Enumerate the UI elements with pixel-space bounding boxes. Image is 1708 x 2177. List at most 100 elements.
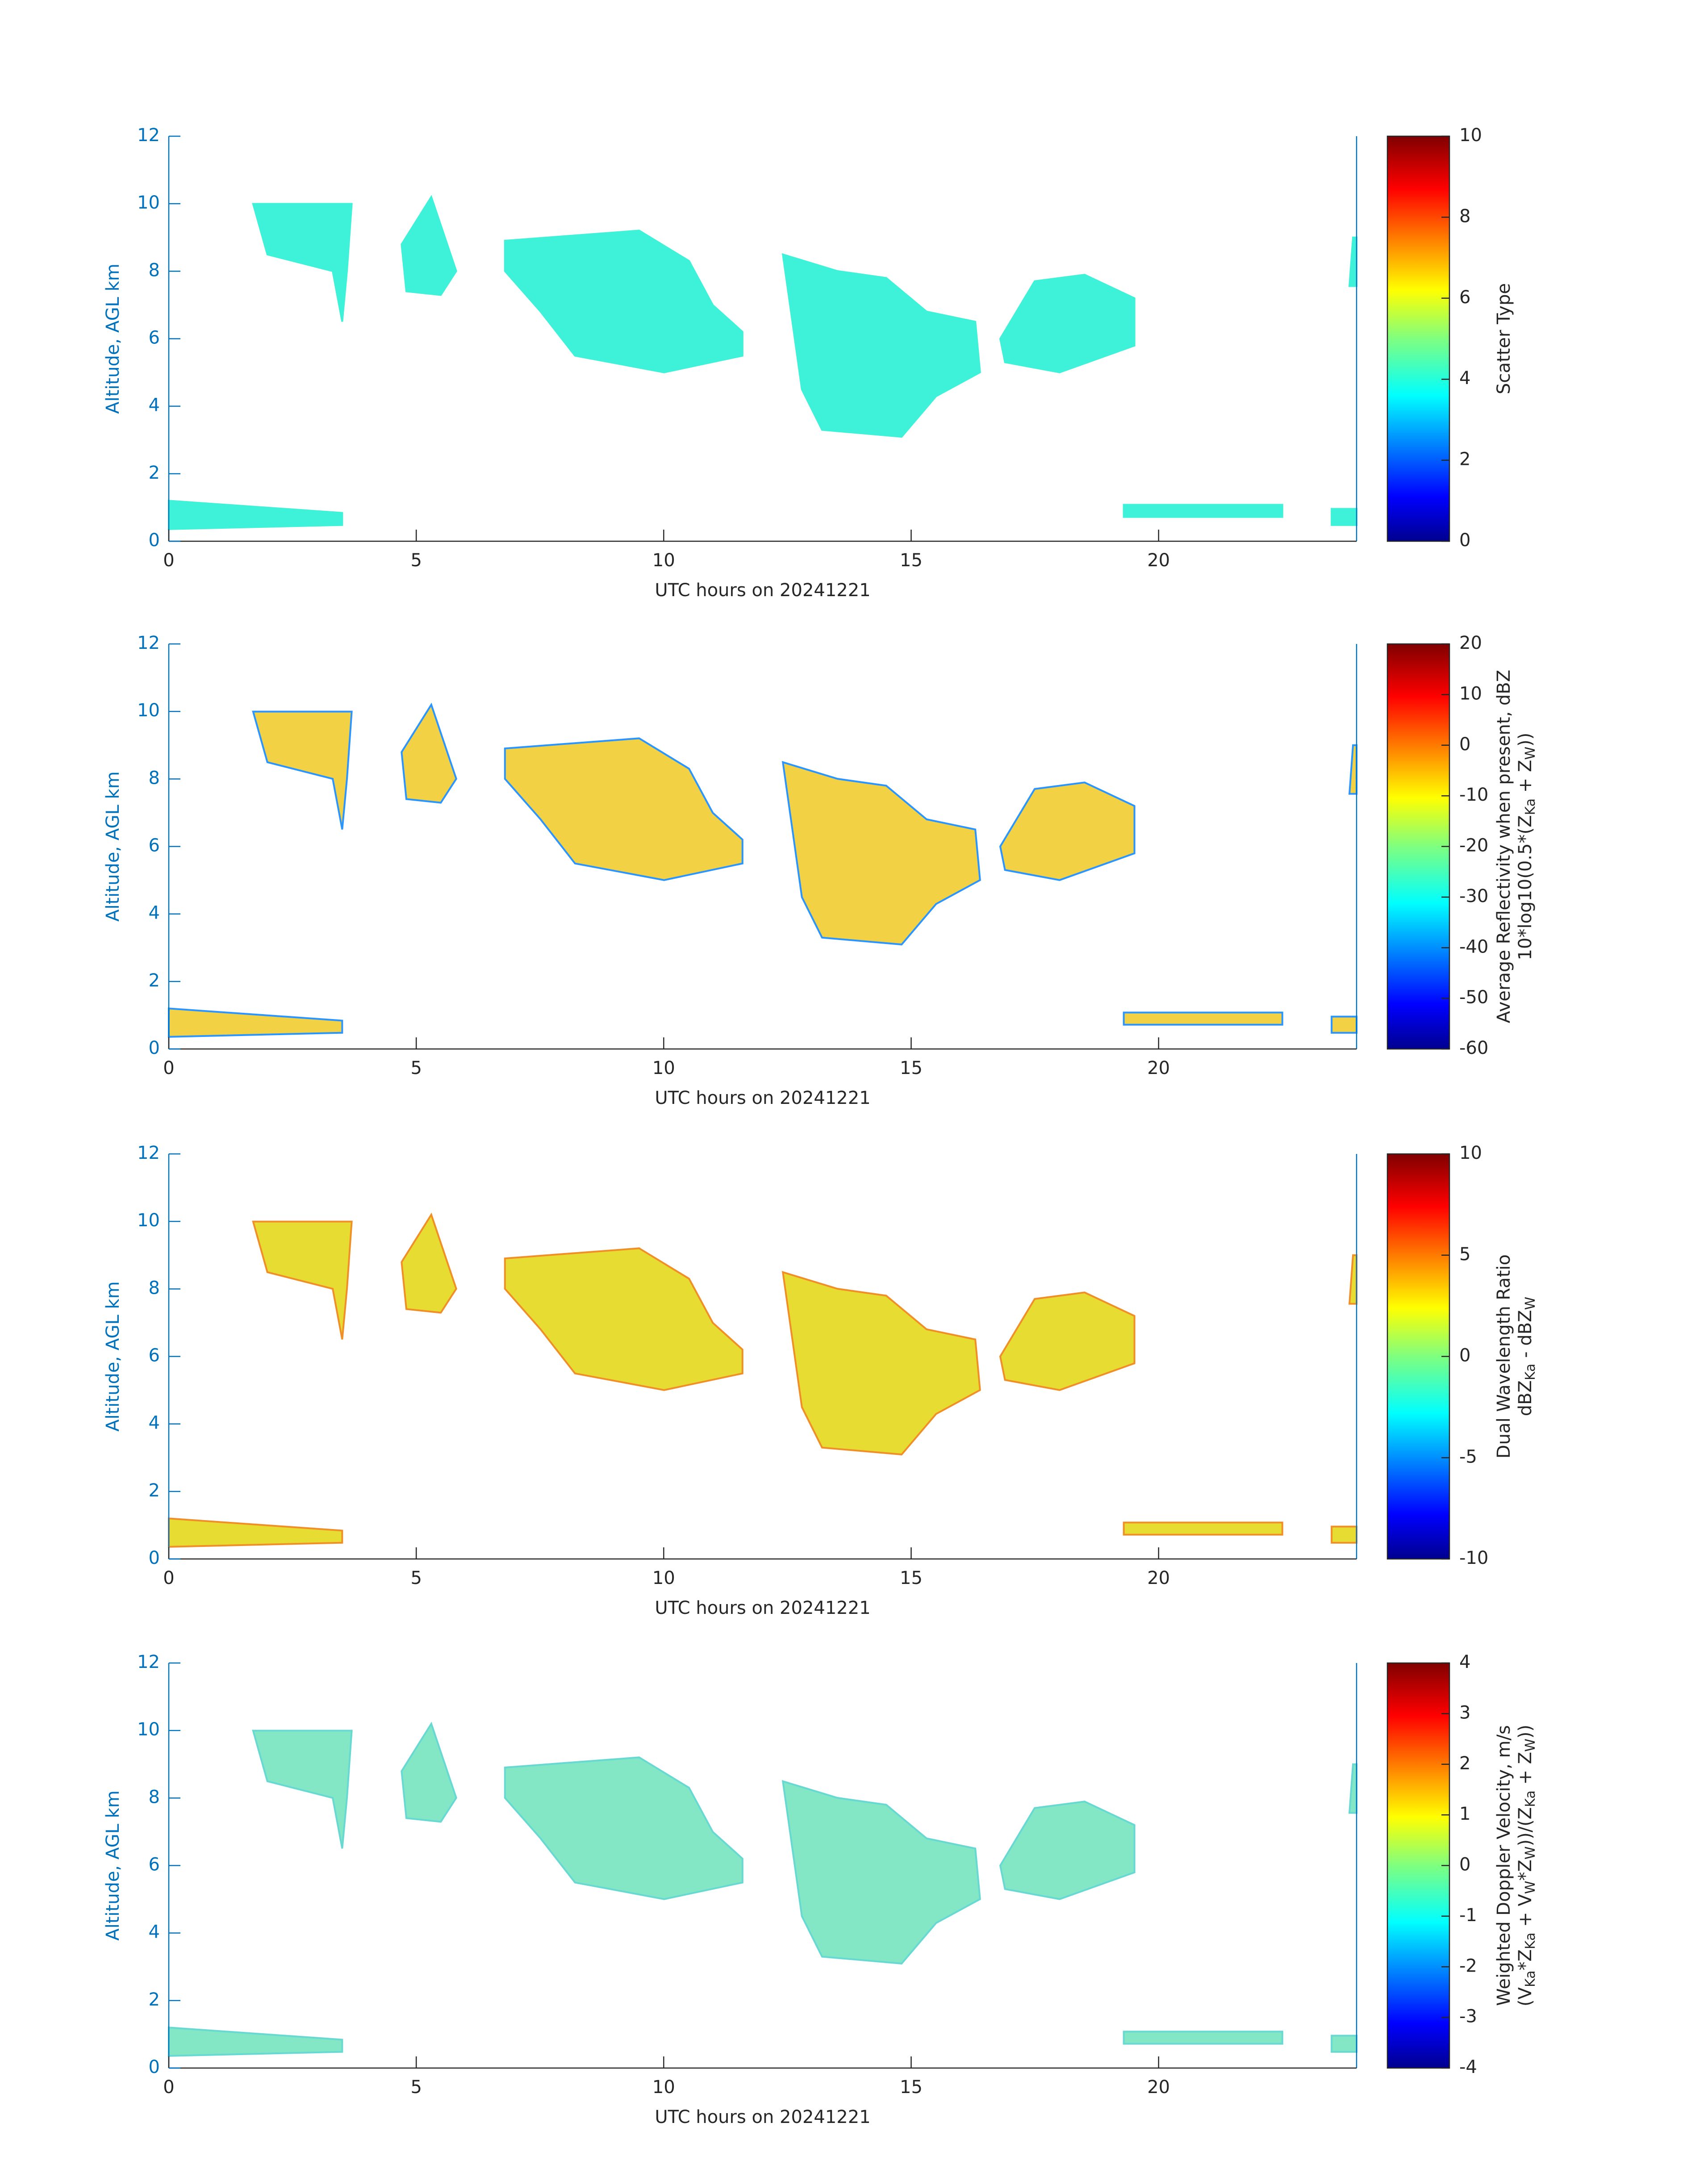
colorbar-tick-label: 20 (1459, 633, 1482, 653)
y-tick-label: 2 (149, 1989, 160, 2010)
colorbar-tick-label: 10 (1459, 1143, 1482, 1163)
colorbar (1386, 135, 1450, 542)
x-tick-label: 5 (410, 1568, 422, 1588)
colorbar-tick-label: -40 (1459, 936, 1488, 957)
cloud-region (1123, 2031, 1283, 2045)
x-tick-label: 0 (163, 2077, 174, 2098)
y-tick-label: 4 (149, 1413, 160, 1433)
y-tick-label: 2 (149, 463, 160, 483)
colorbar-tick-label: 8 (1459, 206, 1470, 226)
label-part: )) (1515, 733, 1536, 747)
y-tick-label: 10 (137, 700, 160, 721)
cloud-region (1123, 504, 1283, 518)
y-tick-label: 12 (137, 1652, 160, 1672)
label-subscript: Ka (1523, 1364, 1538, 1381)
colorbar-tick-label: 4 (1459, 368, 1470, 389)
colorbar-tick-label: -60 (1459, 1038, 1488, 1058)
cloud-region (1331, 2035, 1357, 2053)
cloud-region (999, 274, 1136, 373)
y-tick-label: 2 (149, 970, 160, 991)
colorbar-tick-label: 6 (1459, 287, 1470, 308)
y-tick-label: 6 (149, 1345, 160, 1366)
y-tick-label: 0 (149, 1038, 160, 1058)
x-tick-label: 20 (1147, 2077, 1170, 2098)
y-tick-label: 4 (149, 1922, 160, 1943)
colorbar-label: 10*log10(0.5*(ZKa​ + ZW​)) (1515, 733, 1538, 961)
y-tick-label: 12 (137, 1143, 160, 1163)
y-tick-label: 10 (137, 1210, 160, 1231)
cloud-region (1348, 1763, 1357, 1814)
label-part: Dual Wavelength Ratio (1494, 1254, 1514, 1458)
label-subscript: W (1523, 747, 1538, 760)
x-tick-label: 0 (163, 1568, 174, 1588)
label-part: + Z (1515, 760, 1536, 798)
x-tick-label: 0 (163, 1058, 174, 1078)
label-subscript: W (1523, 1738, 1538, 1752)
colorbar-tick-label: -50 (1459, 987, 1488, 1008)
colorbar-tick-label: 0 (1459, 1855, 1470, 1875)
label-part: )) (1515, 1725, 1536, 1738)
cloud-region (1123, 1521, 1283, 1536)
y-axis-label: Altitude, AGL km (103, 263, 123, 414)
cloud-region (1348, 236, 1357, 287)
cloud-region (252, 1220, 353, 1340)
cloud-region (401, 1722, 457, 1823)
label-part: Average Reflectivity when present, dBZ (1494, 670, 1514, 1023)
y-tick-label: 8 (149, 768, 160, 788)
cloud-region (168, 1517, 343, 1548)
colorbar-tick-label: -30 (1459, 886, 1488, 907)
label-part: Weighted Doppler Velocity, m/s (1494, 1725, 1514, 2006)
colorbar-label: Scatter Type (1494, 283, 1514, 394)
colorbar-tick-label: -10 (1459, 785, 1488, 805)
colorbar-tick-label: 5 (1459, 1244, 1470, 1265)
cloud-region (168, 500, 343, 530)
label-part: *Z (1515, 1859, 1536, 1880)
y-tick-label: 12 (137, 633, 160, 653)
colorbar-tick-label: 0 (1459, 530, 1470, 551)
label-subscript: W (1523, 1846, 1538, 1859)
y-axis-label: Altitude, AGL km (103, 771, 123, 922)
cloud-region (504, 1756, 743, 1900)
cloud-region (1331, 1015, 1357, 1034)
label-part: ))/(Z (1515, 1807, 1536, 1847)
colorbar-tick-label: 10 (1459, 125, 1482, 146)
colorbar-label: Average Reflectivity when present, dBZ (1494, 670, 1514, 1023)
cloud-region (1331, 508, 1357, 526)
x-tick-label: 10 (652, 1568, 675, 1588)
label-part: - dBZ (1515, 1310, 1536, 1363)
cloud-region (168, 1007, 343, 1038)
x-tick-label: 15 (900, 1058, 923, 1078)
colorbar (1386, 1153, 1450, 1560)
colorbar-tick-label: 2 (1459, 1753, 1470, 1774)
colorbar-tick-label: 3 (1459, 1702, 1470, 1723)
y-tick-label: 12 (137, 125, 160, 146)
y-tick-label: 10 (137, 192, 160, 213)
x-tick-label: 10 (652, 1058, 675, 1078)
colorbar-tick-label: -4 (1459, 2057, 1477, 2077)
cloud-region (781, 1271, 981, 1456)
label-subscript: W (1523, 1881, 1538, 1894)
colorbar-tick-label: -10 (1459, 1548, 1488, 1568)
y-tick-label: 8 (149, 1278, 160, 1298)
cloud-region (401, 702, 457, 804)
label-part: Scatter Type (1494, 283, 1514, 394)
cloud-region (999, 1291, 1136, 1391)
x-axis-label: UTC hours on 20241221 (655, 1598, 870, 1618)
label-part: + Z (1515, 1752, 1536, 1790)
cloud-region (1331, 1525, 1357, 1544)
cloud-region (999, 781, 1136, 881)
colorbar-tick-label: 0 (1459, 1345, 1470, 1366)
x-tick-label: 5 (410, 1058, 422, 1078)
label-subscript: W (1523, 1297, 1538, 1310)
label-part: + V (1515, 1894, 1536, 1933)
colorbar-label: Dual Wavelength Ratio (1494, 1254, 1514, 1458)
y-tick-label: 6 (149, 1855, 160, 1875)
colorbar-tick-label: 10 (1459, 683, 1482, 704)
colorbar-label: (VKa​*ZKa​ + VW​*ZW​))/(ZKa​ + ZW​)) (1515, 1725, 1538, 2006)
x-tick-label: 10 (652, 2077, 675, 2098)
colorbar-tick-label: 2 (1459, 449, 1470, 470)
y-tick-label: 8 (149, 260, 160, 280)
y-tick-label: 4 (149, 903, 160, 923)
cloud-region (999, 1801, 1136, 1900)
